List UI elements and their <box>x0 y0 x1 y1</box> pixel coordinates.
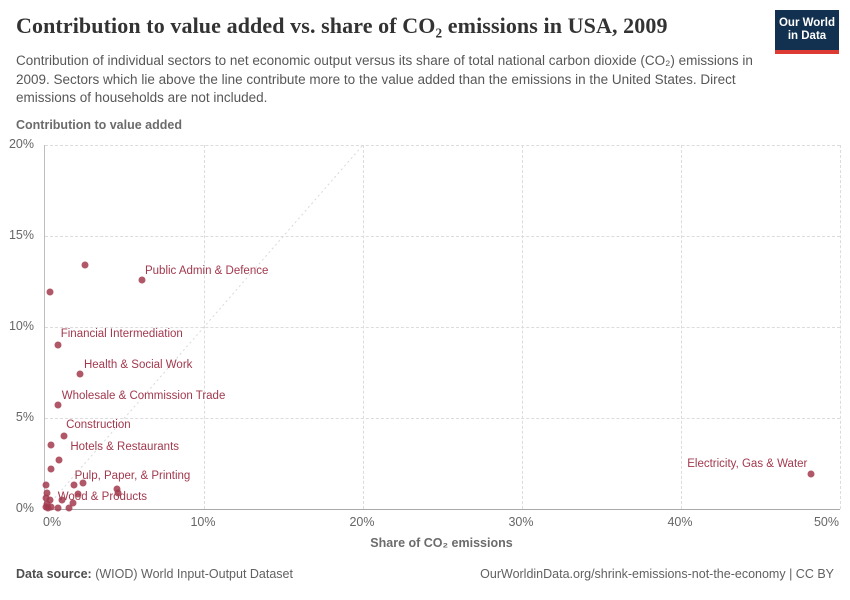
gridline-horizontal <box>45 418 840 419</box>
data-source-label: Data source: <box>16 567 92 581</box>
point-label: Electricity, Gas & Water <box>687 458 808 471</box>
data-point[interactable] <box>74 490 82 498</box>
x-tick-label: 30% <box>508 515 534 529</box>
point-label: Wholesale & Commission Trade <box>61 390 226 403</box>
data-point[interactable] <box>46 496 54 504</box>
x-axis-ticks: 0% 10% 20% 30% 40% 50% <box>43 515 839 531</box>
point-label: Construction <box>66 419 131 432</box>
point-label: Financial Intermediation <box>60 328 183 341</box>
y-tick-label: 0% <box>15 501 34 515</box>
data-point[interactable] <box>69 499 77 507</box>
data-point[interactable] <box>114 489 122 497</box>
data-point[interactable] <box>138 276 146 284</box>
point-label: Pulp, Paper, & Printing <box>74 470 191 483</box>
x-axis-title: Share of CO₂ emissions <box>370 536 513 550</box>
point-label: Hotels & Restaurants <box>70 441 180 454</box>
footer-link[interactable]: OurWorldinData.org/shrink-emissions-not-… <box>480 567 834 581</box>
y-axis-ticks: 0% 5% 10% 15% 20% <box>0 137 38 515</box>
data-point[interactable] <box>65 504 73 512</box>
chart-title: Contribution to value added vs. share of… <box>16 13 668 38</box>
x-tick-label: 0% <box>43 515 62 529</box>
data-point[interactable] <box>43 489 51 497</box>
data-point[interactable] <box>47 441 55 449</box>
data-point[interactable] <box>76 370 84 378</box>
y-tick-label: 5% <box>15 410 34 424</box>
plot-area: Public Admin & Defence Financial Intermed… <box>42 145 841 512</box>
data-point[interactable] <box>47 503 55 511</box>
data-point[interactable] <box>113 485 121 493</box>
data-point[interactable] <box>54 504 62 512</box>
gridline-horizontal <box>45 327 840 328</box>
gridline-vertical <box>840 145 841 509</box>
data-point[interactable] <box>54 341 62 349</box>
data-point[interactable] <box>46 288 54 296</box>
data-point[interactable] <box>81 261 89 269</box>
data-source: Data source: (WIOD) World Input-Output D… <box>16 567 293 581</box>
data-point[interactable] <box>70 481 78 489</box>
x-tick-label: 40% <box>667 515 693 529</box>
data-point[interactable] <box>42 481 50 489</box>
y-tick-label: 20% <box>8 137 34 151</box>
data-point[interactable] <box>60 432 68 440</box>
y-tick-label: 15% <box>8 228 34 242</box>
data-point[interactable] <box>43 500 51 508</box>
gridline-horizontal <box>45 236 840 237</box>
x-tick-label: 50% <box>813 515 839 529</box>
data-point[interactable] <box>54 401 62 409</box>
gridline-horizontal <box>45 145 840 146</box>
x-tick-label: 10% <box>190 515 216 529</box>
chart-subtitle: Contribution of individual sectors to ne… <box>16 53 753 105</box>
y-axis-title: Contribution to value added <box>16 118 182 132</box>
data-point[interactable] <box>58 496 66 504</box>
data-source-value: (WIOD) World Input-Output Dataset <box>95 567 293 581</box>
data-point[interactable] <box>55 456 63 464</box>
chart-footer: Data source: (WIOD) World Input-Output D… <box>16 567 834 581</box>
data-point[interactable] <box>79 479 87 487</box>
owid-logo[interactable]: Our World in Data <box>775 10 839 54</box>
data-point[interactable] <box>807 470 815 478</box>
point-label: Health & Social Work <box>83 359 193 372</box>
data-point[interactable] <box>47 465 55 473</box>
y-tick-label: 10% <box>8 319 34 333</box>
point-label: Public Admin & Defence <box>144 264 269 277</box>
owid-logo-line1: Our World <box>778 17 835 29</box>
x-tick-label: 20% <box>349 515 375 529</box>
data-point[interactable] <box>42 494 50 502</box>
owid-logo-line2: in Data <box>787 30 827 42</box>
